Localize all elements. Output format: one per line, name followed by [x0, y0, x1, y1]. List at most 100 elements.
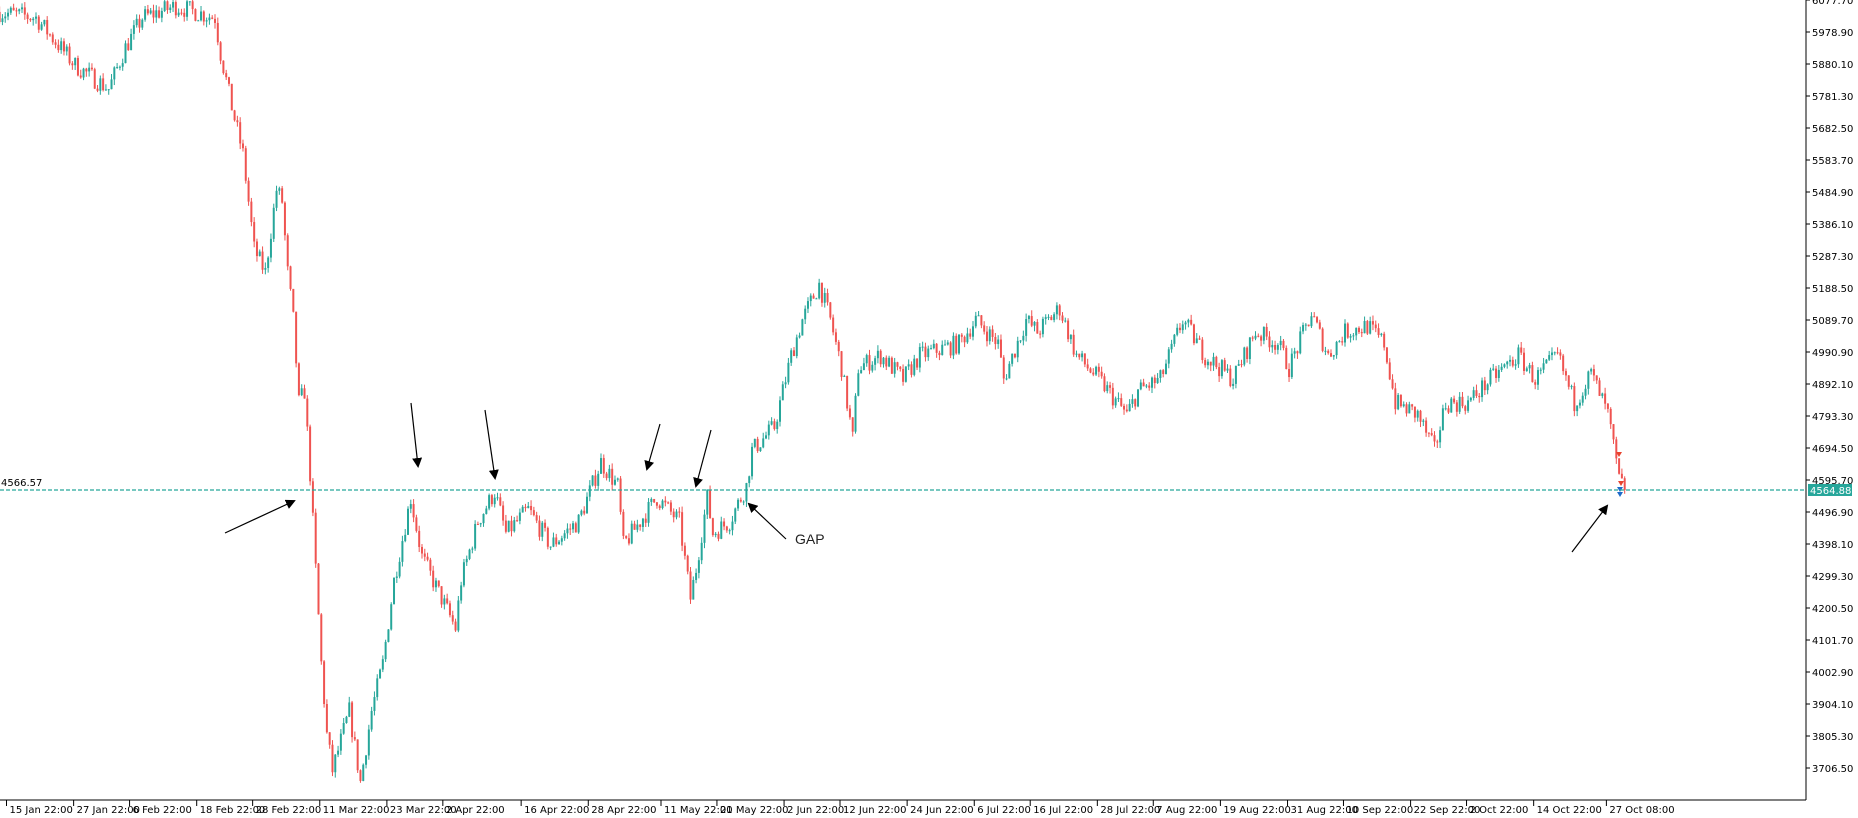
candle [1058, 304, 1061, 321]
candle [1506, 360, 1509, 369]
candle-body [960, 334, 963, 337]
candle-body [714, 533, 717, 536]
time-tick-label: 6 Feb 22:00 [133, 805, 192, 816]
time-tick-label: 16 Apr 22:00 [524, 805, 589, 816]
candle-body [482, 513, 485, 524]
candle [910, 361, 913, 378]
candle [999, 334, 1002, 359]
candle [462, 558, 465, 588]
candle-body [720, 521, 723, 539]
candle-body [1374, 324, 1377, 329]
time-tick-label: 11 Mar 22:00 [323, 805, 390, 816]
candle-body [1218, 367, 1221, 377]
candle-body [202, 11, 205, 22]
candle [71, 61, 74, 70]
candle [1567, 375, 1570, 390]
candle-body [507, 520, 510, 532]
candle-body [952, 335, 955, 356]
candle-body [412, 504, 415, 518]
candle [485, 505, 488, 515]
candle-body [1523, 352, 1526, 371]
candle-body [264, 267, 267, 270]
time-tick-label: 22 Sep 22:00 [1414, 805, 1481, 816]
candle [454, 618, 457, 632]
candle-body [695, 572, 698, 580]
candle-body [572, 523, 575, 530]
candle [555, 533, 558, 547]
candle-body [1109, 385, 1112, 388]
candle-body [818, 282, 821, 299]
time-tick-label: 12 Jun 22:00 [843, 805, 907, 816]
candle [695, 568, 698, 584]
candle-body [57, 44, 60, 51]
candle [1483, 376, 1486, 395]
candle [927, 345, 930, 361]
annotation-arrow [410, 402, 423, 468]
candle-body [636, 524, 639, 530]
candle-body [566, 528, 569, 534]
candle [18, 8, 21, 15]
candle-body [146, 9, 149, 14]
candle [1218, 362, 1221, 382]
candle-body [1016, 340, 1019, 358]
candle-body [144, 9, 147, 20]
candle-body [269, 238, 272, 258]
annotation-arrow [747, 502, 787, 540]
candle-body [1167, 349, 1170, 364]
candle-body [773, 421, 776, 430]
candle-body [1033, 321, 1036, 326]
candle-body [317, 563, 320, 615]
candle-body [1464, 406, 1467, 411]
candle-body [586, 496, 589, 514]
candle-body [1427, 432, 1430, 434]
candle [1612, 423, 1615, 444]
candle [1601, 392, 1604, 399]
candle [370, 706, 373, 732]
candle-body [328, 732, 331, 745]
candle-body [1425, 420, 1428, 433]
candle [784, 376, 787, 389]
candle [1092, 368, 1095, 377]
candle [734, 507, 737, 525]
candle [269, 233, 272, 263]
candle [331, 740, 334, 777]
time-tick-label: 2 Oct 22:00 [1470, 805, 1529, 816]
candle [745, 482, 748, 508]
candle-body [516, 520, 519, 522]
candle-body [1553, 352, 1556, 354]
candle [384, 639, 387, 663]
candle [1578, 399, 1581, 409]
candle-body [591, 475, 594, 486]
candle-body [683, 545, 686, 556]
candle [1455, 400, 1458, 417]
candle-body [1209, 361, 1212, 366]
candle-body [311, 481, 314, 513]
candle [544, 519, 547, 532]
candle-body [76, 57, 79, 76]
candle [292, 288, 295, 313]
candle-body [1055, 305, 1058, 315]
candle-body [1223, 360, 1226, 371]
candle [373, 691, 376, 716]
candle [334, 754, 337, 778]
candle [490, 493, 493, 507]
candle-body [1397, 394, 1400, 410]
candle-body [532, 510, 535, 516]
candle [278, 186, 281, 195]
candle-body [1559, 352, 1562, 356]
candle-body [717, 533, 720, 539]
candle [211, 15, 214, 20]
candle [281, 185, 284, 204]
candle-body [1304, 324, 1307, 326]
candle [675, 509, 678, 520]
candle [672, 508, 675, 523]
candle-body [1212, 356, 1215, 366]
candle-body [1195, 338, 1198, 344]
candle [630, 520, 633, 545]
candle [345, 715, 348, 724]
candle-body [1478, 395, 1481, 398]
candle-body [398, 561, 401, 577]
candle-body [555, 537, 558, 545]
candle-body [605, 473, 608, 479]
